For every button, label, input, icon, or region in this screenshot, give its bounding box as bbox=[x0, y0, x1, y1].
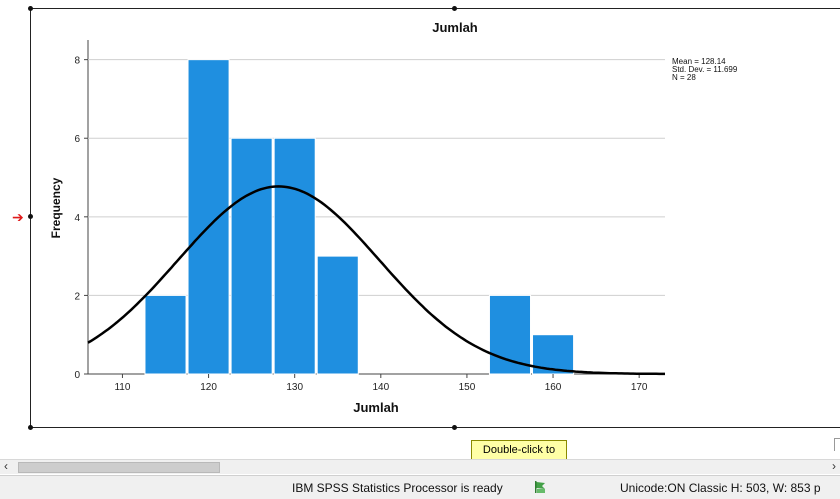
y-tick-label: 8 bbox=[74, 56, 80, 67]
status-info-text: Unicode:ON Classic H: 503, W: 853 p bbox=[620, 481, 821, 495]
stats-text: N = 28 bbox=[672, 73, 696, 82]
stats-text: Mean = 128.14 bbox=[672, 57, 726, 66]
resize-handle-middle-left[interactable] bbox=[28, 214, 33, 219]
scroll-right-arrow-icon[interactable]: › bbox=[832, 459, 836, 473]
corner-marker bbox=[834, 438, 840, 451]
x-tick-label: 130 bbox=[286, 382, 303, 393]
histogram-bar bbox=[273, 137, 316, 375]
y-tick-label: 2 bbox=[74, 291, 80, 302]
chart-title: Jumlah bbox=[432, 20, 478, 35]
resize-handle-top-middle[interactable] bbox=[452, 6, 457, 11]
normal-curve bbox=[87, 185, 665, 376]
scrollbar-thumb[interactable] bbox=[18, 462, 220, 473]
histogram-bar bbox=[187, 59, 230, 375]
y-tick-label: 0 bbox=[74, 370, 80, 381]
stats-text: Std. Dev. = 11.699 bbox=[672, 65, 738, 74]
histogram-bar bbox=[316, 255, 359, 375]
y-tick-label: 6 bbox=[74, 134, 80, 145]
x-tick-label: 140 bbox=[372, 382, 389, 393]
x-tick-label: 170 bbox=[631, 382, 648, 393]
processor-status-text: IBM SPSS Statistics Processor is ready bbox=[292, 481, 503, 495]
selection-arrow-icon: ➔ bbox=[12, 209, 24, 225]
x-tick-label: 150 bbox=[459, 382, 476, 393]
x-tick-label: 120 bbox=[200, 382, 217, 393]
scroll-left-arrow-icon[interactable]: ‹ bbox=[4, 459, 8, 473]
x-tick-label: 160 bbox=[545, 382, 562, 393]
histogram-bar bbox=[230, 137, 273, 375]
y-tick-label: 4 bbox=[74, 213, 80, 224]
histogram-chart[interactable]: 0 2 4 6 8 110 120 130 140 150 160 170 Jumlah Jumlah Fr… bbox=[0, 0, 840, 430]
x-axis-label: Jumlah bbox=[353, 400, 399, 415]
processor-flag-icon bbox=[535, 481, 545, 493]
histogram-bar bbox=[144, 294, 187, 375]
resize-handle-bottom-left[interactable] bbox=[28, 425, 33, 430]
status-bar: IBM SPSS Statistics Processor is ready U… bbox=[0, 475, 840, 499]
resize-handle-top-left[interactable] bbox=[28, 6, 33, 11]
resize-handle-bottom-middle[interactable] bbox=[452, 425, 457, 430]
horizontal-scrollbar[interactable]: ‹ › bbox=[0, 459, 840, 474]
histogram-bar bbox=[488, 294, 532, 375]
x-tick-label: 110 bbox=[114, 382, 130, 393]
y-axis-label: Frequency bbox=[49, 177, 63, 238]
